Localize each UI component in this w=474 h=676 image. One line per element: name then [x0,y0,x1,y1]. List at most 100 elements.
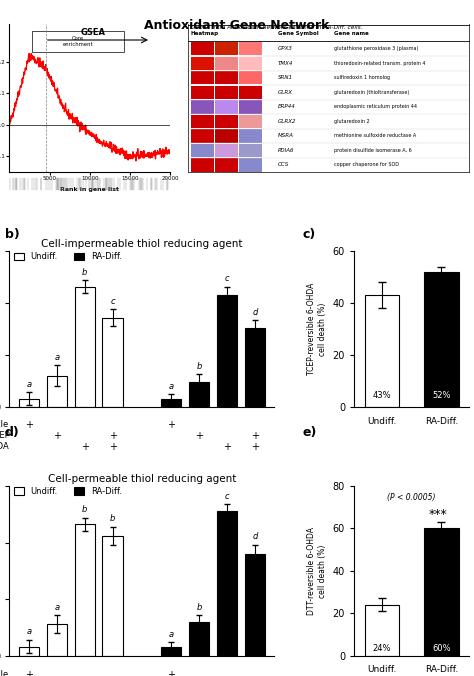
Bar [238,42,262,55]
Text: d: d [252,308,258,316]
Bar [191,86,214,99]
Text: protein disulfide isomerase A, 6: protein disulfide isomerase A, 6 [334,148,412,153]
Text: +: + [167,670,175,676]
Text: a: a [26,627,31,637]
Bar [191,115,214,128]
Text: c: c [110,297,115,306]
Bar [46,624,67,656]
Text: 6-OHDA: 6-OHDA [0,442,9,451]
Text: GLRX2: GLRX2 [278,119,296,124]
Bar [238,86,262,99]
Bar [238,144,262,157]
Bar [215,42,237,55]
Bar [365,605,400,656]
Text: a: a [168,383,173,391]
Bar [238,57,262,70]
Bar [365,295,400,407]
Text: CCS: CCS [278,162,289,168]
Bar [189,382,210,407]
Bar [74,525,95,656]
Bar [191,57,214,70]
Title: Cell-impermeable thiol reducing agent: Cell-impermeable thiol reducing agent [41,239,243,249]
Bar [245,328,265,407]
Text: +: + [25,670,33,676]
Text: +: + [109,431,117,441]
Bar [191,129,214,143]
Text: 43%: 43% [373,391,392,400]
Bar [18,399,39,407]
Title: Cell-permeable thiol reducing agent: Cell-permeable thiol reducing agent [48,474,236,484]
Text: 24%: 24% [373,644,391,652]
Text: ERP44: ERP44 [278,104,296,110]
Text: +: + [53,431,61,441]
Bar [74,287,95,407]
Text: MSRA: MSRA [278,133,294,139]
Bar [102,535,123,656]
Text: glutathione peroxidase 3 (plasma): glutathione peroxidase 3 (plasma) [334,46,419,51]
Text: vehicle: vehicle [0,420,9,429]
Text: copper chaperone for SOD: copper chaperone for SOD [334,162,399,168]
Bar [217,511,237,656]
Bar [102,318,123,407]
Text: GPX3: GPX3 [278,46,293,51]
Bar [161,647,181,656]
Text: Antioxidant Gene Network: Antioxidant Gene Network [144,19,330,32]
Text: e): e) [302,426,317,439]
Bar [46,376,67,407]
Text: Core
enrichment: Core enrichment [63,36,93,47]
Bar [424,529,459,656]
FancyBboxPatch shape [32,31,124,52]
Y-axis label: DTT-reversible 6-OHDA
cell death (%): DTT-reversible 6-OHDA cell death (%) [307,527,327,614]
Y-axis label: TCEP-reversible 6-OHDA
cell death (%): TCEP-reversible 6-OHDA cell death (%) [307,283,327,375]
Text: +: + [167,420,175,430]
Bar [191,42,214,55]
Text: b: b [82,268,88,277]
Bar [215,86,237,99]
Bar [217,295,237,407]
Bar [189,622,210,656]
Text: sulfiredoxin 1 homolog: sulfiredoxin 1 homolog [334,75,391,80]
Bar [161,399,181,407]
Text: a: a [55,602,59,612]
X-axis label: Rank in gene list: Rank in gene list [60,187,119,192]
Text: a: a [168,630,173,639]
Text: endoplasmic reticulum protein 44: endoplasmic reticulum protein 44 [334,104,417,110]
Text: TCEP: TCEP [0,431,9,440]
Text: Gene Symbol: Gene Symbol [278,31,319,36]
Bar [238,115,262,128]
Text: b: b [196,362,201,370]
Text: c: c [225,274,229,283]
Bar [215,129,237,143]
Text: +: + [251,442,259,452]
Bar [18,647,39,656]
Text: b: b [196,602,201,612]
Bar [238,100,262,114]
Text: +: + [25,420,33,430]
Text: SRN1: SRN1 [278,75,293,80]
Bar [215,115,237,128]
Bar [191,71,214,84]
Text: 52%: 52% [432,391,451,400]
Bar [191,158,214,172]
Text: glutaredoxin 2: glutaredoxin 2 [334,119,370,124]
Text: Heatmap: Heatmap [191,31,219,36]
Text: +: + [109,442,117,452]
Bar [215,158,237,172]
Text: methionine sulfoxide reductase A: methionine sulfoxide reductase A [334,133,417,139]
Text: b: b [110,514,116,523]
Text: c: c [225,491,229,501]
Bar [215,144,237,157]
Text: a: a [26,381,31,389]
Bar [238,129,262,143]
Text: d): d) [5,426,19,439]
Text: Genes from Antioxidant network enriched in RA-Diff. cells.: Genes from Antioxidant network enriched … [191,25,362,30]
Text: vehicle: vehicle [0,670,9,676]
Bar [215,100,237,114]
Text: a: a [55,354,59,362]
Bar [191,144,214,157]
Text: +: + [195,431,203,441]
Text: b): b) [5,228,19,241]
Text: 60%: 60% [432,644,451,652]
Bar [238,158,262,172]
Text: b: b [82,505,88,514]
